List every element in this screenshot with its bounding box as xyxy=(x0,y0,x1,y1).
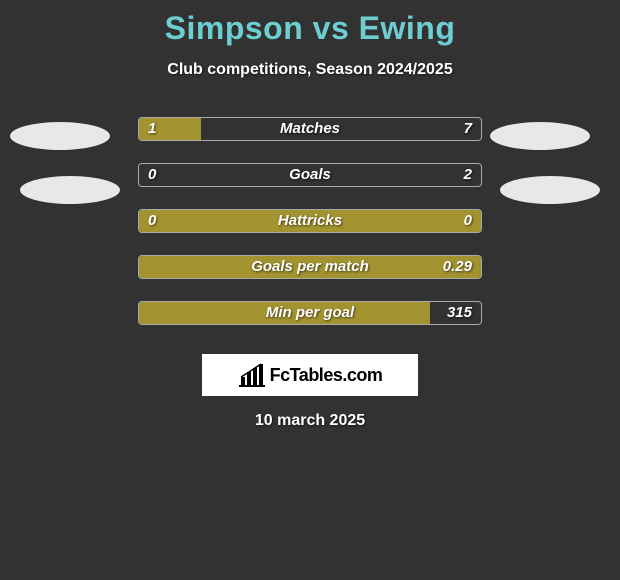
stat-value-right: 2 xyxy=(464,163,472,187)
placeholder-ellipse xyxy=(20,176,120,204)
stat-value-right: 7 xyxy=(464,117,472,141)
stat-row: Hattricks00 xyxy=(0,209,620,255)
stat-value-right: 315 xyxy=(447,301,472,325)
bar-track xyxy=(138,255,482,279)
bar-left-fill xyxy=(139,256,481,278)
bar-track xyxy=(138,117,482,141)
bar-track xyxy=(138,163,482,187)
subtitle: Club competitions, Season 2024/2025 xyxy=(0,61,620,79)
placeholder-ellipse xyxy=(10,122,110,150)
comparison-chart: Matches17Goals02Hattricks00Goals per mat… xyxy=(0,117,620,347)
fctables-logo: FcTables.com xyxy=(202,354,418,396)
page-title: Simpson vs Ewing xyxy=(0,0,620,47)
logo-text: FcTables.com xyxy=(270,365,383,386)
stat-value-left: 1 xyxy=(148,117,156,141)
stat-value-right: 0.29 xyxy=(443,255,472,279)
bar-track xyxy=(138,209,482,233)
chart-icon xyxy=(238,363,266,387)
stat-value-right: 0 xyxy=(464,209,472,233)
stat-row: Min per goal315 xyxy=(0,301,620,347)
placeholder-ellipse xyxy=(500,176,600,204)
stat-value-left: 0 xyxy=(148,209,156,233)
bar-left-fill xyxy=(139,302,430,324)
bar-left-fill xyxy=(139,210,481,232)
placeholder-ellipse xyxy=(490,122,590,150)
stat-row: Goals per match0.29 xyxy=(0,255,620,301)
stat-value-left: 0 xyxy=(148,163,156,187)
date-label: 10 march 2025 xyxy=(0,412,620,430)
bar-track xyxy=(138,301,482,325)
